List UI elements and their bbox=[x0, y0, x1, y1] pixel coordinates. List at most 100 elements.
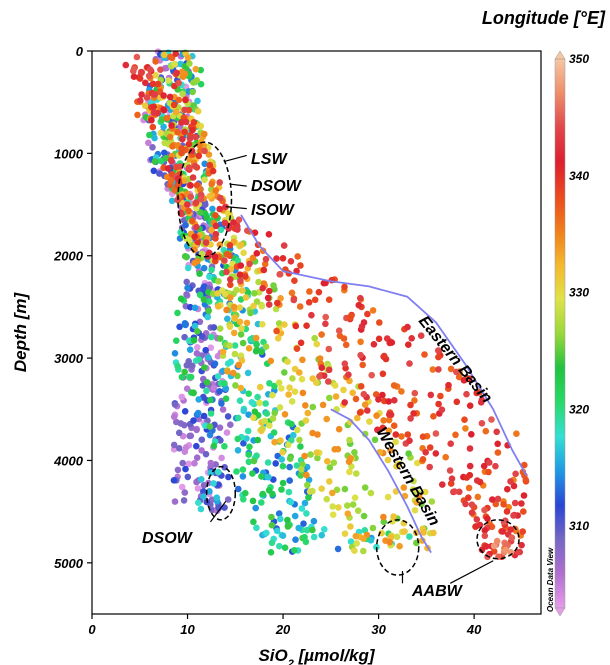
data-point bbox=[448, 475, 456, 483]
ellipse-aabw-west bbox=[375, 519, 420, 576]
data-point bbox=[276, 404, 284, 411]
data-point bbox=[410, 477, 417, 485]
data-point bbox=[262, 343, 270, 351]
data-point bbox=[151, 134, 158, 142]
data-point bbox=[198, 447, 205, 454]
data-point bbox=[235, 216, 243, 223]
data-point bbox=[184, 54, 192, 61]
data-point bbox=[408, 335, 416, 342]
data-point bbox=[211, 253, 219, 260]
data-point bbox=[421, 351, 428, 358]
colorbar: 310 320 330 340 350 bbox=[554, 50, 589, 617]
data-point bbox=[414, 459, 421, 467]
data-point bbox=[184, 201, 191, 208]
data-point bbox=[266, 380, 273, 387]
data-point bbox=[379, 370, 387, 378]
data-point bbox=[477, 399, 485, 406]
data-point bbox=[171, 350, 179, 357]
data-point bbox=[230, 219, 237, 226]
data-point bbox=[430, 529, 437, 537]
data-point bbox=[204, 417, 211, 425]
data-point bbox=[313, 340, 321, 348]
data-point bbox=[340, 335, 348, 342]
data-point bbox=[240, 440, 247, 447]
data-point bbox=[489, 496, 496, 503]
data-point bbox=[334, 545, 342, 553]
data-point bbox=[138, 91, 145, 98]
data-point bbox=[201, 130, 208, 138]
data-point bbox=[206, 192, 214, 200]
data-point bbox=[324, 458, 331, 465]
data-point bbox=[234, 447, 242, 454]
data-point bbox=[234, 435, 241, 443]
data-point bbox=[281, 411, 289, 418]
data-point bbox=[183, 385, 191, 393]
data-point bbox=[181, 333, 188, 341]
data-point bbox=[188, 217, 196, 225]
data-point bbox=[205, 151, 213, 158]
data-point bbox=[141, 102, 149, 109]
data-point bbox=[514, 548, 522, 556]
data-point bbox=[349, 501, 357, 508]
data-point bbox=[321, 526, 328, 533]
data-point bbox=[251, 408, 259, 416]
data-point bbox=[224, 413, 232, 420]
data-point bbox=[435, 347, 442, 354]
data-point bbox=[176, 323, 183, 331]
data-point bbox=[286, 384, 293, 392]
data-point bbox=[463, 390, 470, 398]
data-point bbox=[235, 361, 242, 369]
data-point bbox=[419, 456, 427, 463]
data-point bbox=[227, 281, 234, 289]
data-point bbox=[520, 508, 527, 515]
data-point bbox=[186, 135, 194, 142]
data-point bbox=[161, 139, 168, 147]
data-point bbox=[301, 499, 309, 507]
data-point bbox=[279, 254, 287, 262]
data-point bbox=[413, 499, 420, 506]
data-point bbox=[333, 486, 341, 494]
data-point bbox=[284, 516, 291, 524]
data-point bbox=[435, 366, 442, 373]
data-point bbox=[351, 449, 358, 456]
colorbar-title: Longitude [°E] bbox=[482, 8, 606, 28]
data-point bbox=[196, 270, 203, 278]
data-point bbox=[240, 249, 247, 257]
data-point bbox=[481, 527, 489, 534]
data-point bbox=[411, 389, 419, 397]
data-point bbox=[250, 518, 257, 526]
data-point bbox=[237, 384, 245, 392]
ellipse-lsw-dsow-isow bbox=[177, 141, 233, 258]
data-point bbox=[175, 429, 183, 437]
data-point bbox=[232, 382, 239, 389]
data-point bbox=[329, 489, 336, 497]
data-point bbox=[335, 504, 342, 511]
data-point bbox=[184, 284, 191, 292]
data-point bbox=[130, 65, 138, 73]
data-point bbox=[384, 456, 392, 464]
data-point bbox=[195, 396, 202, 403]
data-point bbox=[216, 388, 223, 395]
data-point bbox=[353, 470, 360, 477]
data-point bbox=[385, 398, 393, 405]
data-point bbox=[393, 533, 401, 541]
data-point bbox=[223, 268, 230, 276]
data-point bbox=[300, 520, 307, 527]
data-point bbox=[296, 369, 303, 376]
data-point bbox=[293, 345, 301, 353]
data-point bbox=[353, 540, 361, 547]
data-point bbox=[171, 401, 179, 408]
data-point bbox=[206, 423, 214, 430]
data-point bbox=[198, 476, 205, 483]
data-point bbox=[161, 149, 168, 157]
data-point bbox=[252, 347, 260, 355]
colorbar-tick-label: 320 bbox=[569, 402, 589, 416]
data-point bbox=[222, 385, 230, 392]
data-point bbox=[298, 466, 305, 473]
data-point bbox=[210, 442, 218, 450]
data-point bbox=[275, 510, 283, 517]
data-point bbox=[305, 299, 313, 306]
data-point bbox=[354, 414, 361, 422]
data-point bbox=[226, 242, 234, 249]
